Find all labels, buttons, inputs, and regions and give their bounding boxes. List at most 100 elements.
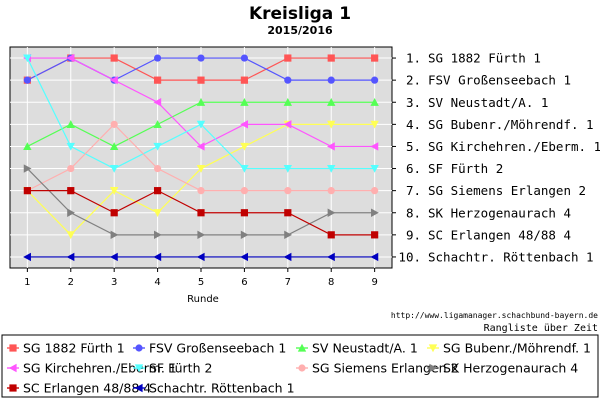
legend-label: SV Neustadt/A. 1 [312, 341, 418, 356]
data-point [240, 187, 249, 195]
data-point [240, 142, 249, 151]
legend-marker [134, 383, 143, 393]
data-point [153, 142, 162, 151]
legend-item: SV Neustadt/A. 1 [296, 341, 418, 356]
legend-marker [297, 343, 307, 352]
data-point [196, 252, 205, 262]
chart-subtitle: 2015/2016 [267, 24, 333, 37]
x-tick-label: 4 [154, 277, 160, 288]
rank-label: 10. Schachtr. Röttenbach 1 [398, 249, 593, 264]
x-axis: 1 2 3 4 5 6 7 8 9 [24, 268, 378, 288]
data-point [371, 76, 379, 84]
data-point [327, 98, 336, 106]
data-point [370, 142, 379, 151]
data-point [23, 187, 31, 195]
chart-title: Kreisliga 1 [249, 4, 351, 24]
data-point [370, 98, 379, 106]
data-point [370, 252, 379, 262]
rank-label: 7. SG Siemens Erlangen 2 [406, 183, 586, 198]
data-point [240, 54, 249, 62]
data-point [23, 54, 32, 63]
data-point [240, 164, 249, 173]
data-point [240, 209, 249, 217]
legend-marker [8, 363, 17, 373]
data-point [327, 54, 335, 62]
data-point [110, 54, 118, 62]
data-point [66, 252, 75, 262]
rank-label: 1. SG 1882 Fürth 1 [406, 51, 541, 66]
series [23, 53, 379, 151]
data-point [153, 230, 162, 240]
data-point [240, 98, 249, 106]
data-point [67, 208, 75, 217]
data-point [371, 208, 379, 217]
data-point [327, 142, 335, 151]
data-point [110, 209, 118, 217]
data-point [153, 54, 162, 62]
data-point [197, 209, 205, 217]
data-point [283, 252, 292, 262]
data-point [370, 120, 379, 129]
data-point [196, 98, 206, 106]
rank-label: 6. SF Fürth 2 [406, 161, 503, 176]
data-point [109, 142, 119, 151]
data-point [197, 54, 205, 62]
data-point [109, 75, 118, 85]
legend-item: SG 1882 Fürth 1 [7, 341, 125, 356]
data-point [284, 54, 292, 62]
data-point [370, 164, 379, 173]
data-point [196, 142, 205, 151]
legend-label: FSV Großenseebach 1 [149, 341, 286, 356]
rank-label: 4. SG Bubenr./Möhrendf. 1 [406, 117, 594, 132]
data-point [109, 252, 118, 262]
x-axis-label: Runde [187, 294, 219, 305]
legend-marker [428, 344, 438, 353]
data-point [283, 98, 293, 106]
data-point [327, 208, 336, 217]
legend-label: SG Kirchehren./Eberm. 1 [23, 361, 177, 376]
data-point [196, 164, 206, 173]
data-point [153, 164, 162, 173]
series [23, 164, 379, 240]
data-point [240, 120, 249, 129]
legend-marker [134, 364, 144, 373]
data-point [240, 252, 249, 262]
rank-label: 8. SK Herzogenaurach 4 [406, 205, 571, 220]
data-point [371, 231, 379, 239]
legend-item: FSV Großenseebach 1 [133, 341, 286, 356]
rank-label: 3. SV Neustadt/A. 1 [406, 95, 548, 110]
data-point [197, 230, 206, 240]
legend-label: SF Fürth 2 [149, 361, 212, 376]
data-point [153, 76, 162, 84]
series [23, 98, 379, 151]
footer-url: http://www.ligamanager.schachbund-bayern… [391, 311, 598, 320]
x-tick-label: 2 [68, 277, 74, 288]
legend-label: SG Bubenr./Möhrendf. 1 [443, 341, 591, 356]
legend-label: Schachtr. Röttenbach 1 [149, 381, 295, 396]
data-point [23, 164, 32, 173]
data-point [284, 209, 292, 217]
x-tick-label: 1 [24, 277, 30, 288]
legend-item: SG Kirchehren./Eberm. 1 [7, 361, 177, 376]
data-point [67, 164, 75, 173]
legend-marker [429, 363, 438, 373]
data-point [110, 120, 118, 128]
data-point [371, 54, 379, 62]
data-point [66, 53, 75, 63]
data-point [66, 231, 75, 240]
legend-marker [9, 384, 17, 392]
data-point [327, 252, 335, 262]
series-group [23, 53, 379, 262]
data-point [66, 120, 75, 128]
data-point [109, 164, 119, 173]
legend-marker [135, 344, 143, 352]
x-tick-label: 6 [241, 277, 247, 288]
legend-item: Schachtr. Röttenbach 1 [133, 381, 295, 396]
legend-marker [298, 364, 306, 372]
data-point [327, 76, 335, 84]
data-point [110, 230, 119, 240]
data-point [284, 230, 293, 240]
data-point [153, 209, 162, 217]
data-point [283, 164, 293, 173]
rank-label: 2. FSV Großenseebach 1 [406, 73, 571, 88]
